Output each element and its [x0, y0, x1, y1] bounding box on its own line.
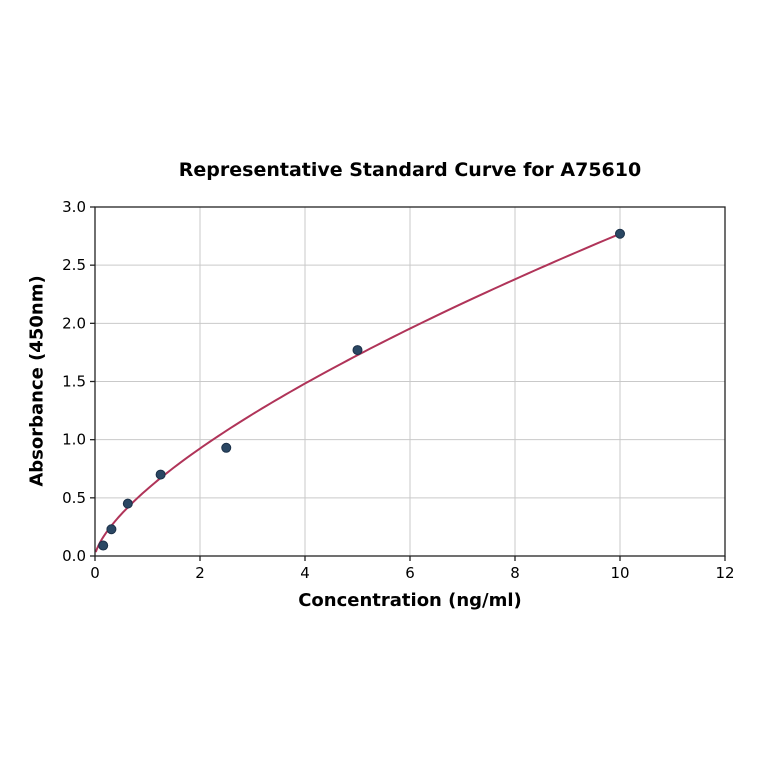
y-tick-label: 0.0: [62, 547, 86, 565]
y-tick-label: 1.0: [62, 431, 86, 449]
x-axis-label: Concentration (ng/ml): [298, 590, 522, 611]
data-point: [352, 345, 363, 356]
trend-line: [95, 232, 621, 553]
data-point: [155, 469, 166, 480]
data-point: [122, 498, 133, 509]
y-tick-label: 0.5: [62, 489, 86, 507]
data-point: [106, 524, 117, 535]
data-point: [615, 228, 625, 239]
y-tick-label: 2.5: [62, 256, 86, 274]
y-tick-label: 3.0: [62, 198, 86, 216]
x-tick-label: 2: [195, 564, 205, 582]
data-point: [98, 540, 109, 551]
x-tick-label: 6: [405, 564, 415, 582]
chart-title: Representative Standard Curve for A75610: [178, 159, 642, 181]
data-point: [221, 442, 232, 453]
y-tick-label: 2.0: [62, 314, 86, 332]
x-tick-label: 0: [90, 564, 100, 582]
y-tick-label: 1.5: [62, 373, 86, 391]
x-tick-label: 8: [510, 564, 520, 582]
y-axis-label: Absorbance (450nm): [26, 275, 48, 487]
x-tick-label: 10: [610, 564, 629, 582]
x-tick-label: 12: [715, 564, 734, 582]
x-tick-label: 4: [300, 564, 310, 582]
